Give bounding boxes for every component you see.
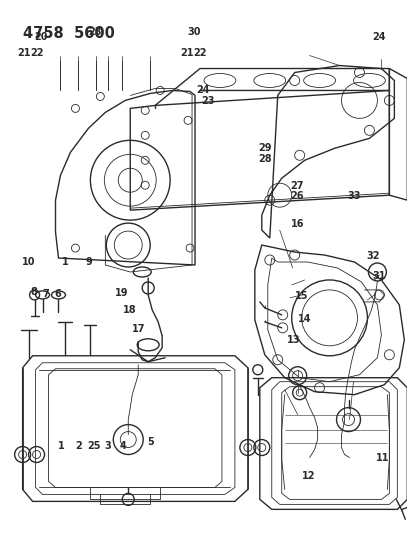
Text: 16: 16 <box>291 219 304 229</box>
Text: 24: 24 <box>372 32 386 42</box>
Text: 24: 24 <box>196 85 210 95</box>
Text: 17: 17 <box>132 324 146 334</box>
Text: 12: 12 <box>302 472 316 481</box>
Text: 29: 29 <box>258 143 272 154</box>
Text: 21: 21 <box>18 48 31 58</box>
Text: 19: 19 <box>115 288 129 298</box>
Text: 1: 1 <box>58 441 64 451</box>
Text: 22: 22 <box>31 48 44 58</box>
Text: 32: 32 <box>366 251 380 261</box>
Text: 10: 10 <box>22 257 36 267</box>
Text: 7: 7 <box>42 289 49 299</box>
Text: 8: 8 <box>31 287 38 297</box>
Text: 20: 20 <box>35 32 48 42</box>
Text: 1: 1 <box>62 257 69 267</box>
Text: 25: 25 <box>87 441 101 451</box>
Text: 23: 23 <box>201 95 215 106</box>
Text: 27: 27 <box>290 181 304 191</box>
Text: 9: 9 <box>86 257 93 267</box>
Text: 21: 21 <box>180 48 194 58</box>
Text: 28: 28 <box>258 154 272 164</box>
Text: 11: 11 <box>376 453 390 463</box>
Text: 6: 6 <box>54 289 61 299</box>
Text: 3: 3 <box>105 441 111 451</box>
Text: 33: 33 <box>348 191 361 201</box>
Text: 13: 13 <box>287 335 300 345</box>
Text: 22: 22 <box>193 48 207 58</box>
Text: 5: 5 <box>147 437 154 447</box>
Text: 2: 2 <box>75 441 82 451</box>
Text: 26: 26 <box>290 191 304 201</box>
Text: 15: 15 <box>295 290 308 301</box>
Text: 30: 30 <box>188 27 201 37</box>
Text: 23: 23 <box>88 27 102 37</box>
Text: 4758  5600: 4758 5600 <box>22 26 115 41</box>
Text: 14: 14 <box>298 313 312 324</box>
Text: 4: 4 <box>119 441 126 451</box>
Text: 18: 18 <box>123 305 137 315</box>
Text: 31: 31 <box>372 271 386 281</box>
